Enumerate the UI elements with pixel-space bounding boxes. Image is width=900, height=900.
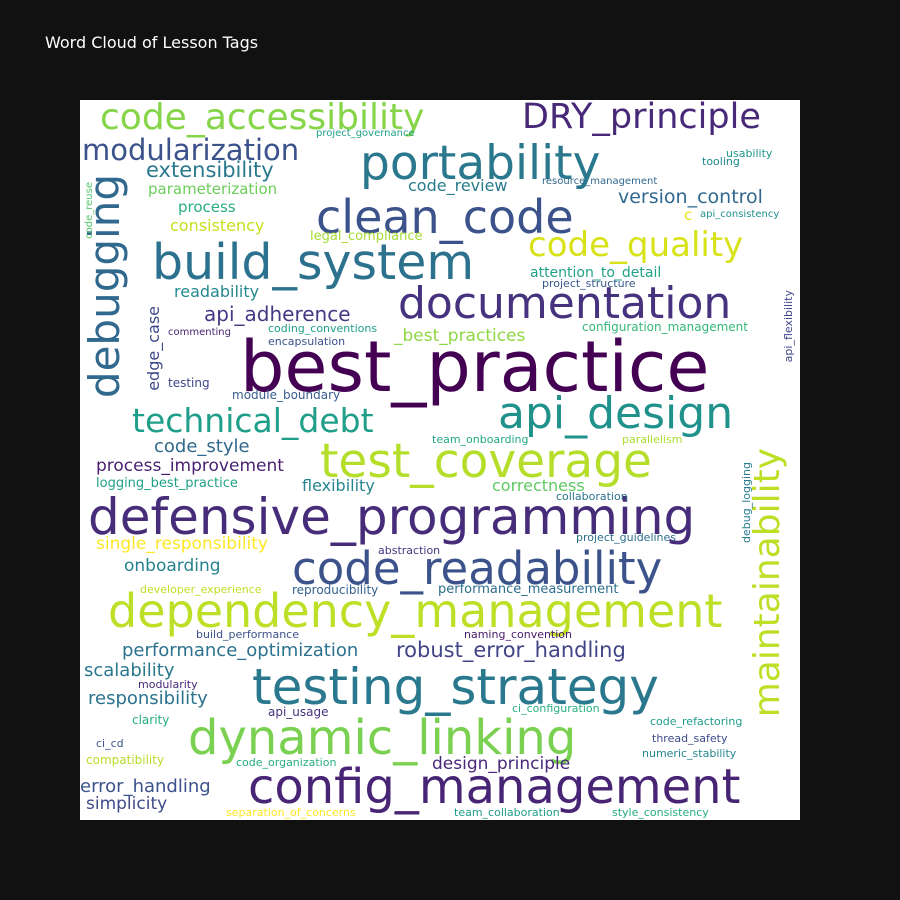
word-project-governance: project_governance xyxy=(316,128,415,139)
word-code-quality: code_quality xyxy=(528,225,744,265)
word-reproducibility: reproducibility xyxy=(292,583,379,597)
word-onboarding: onboarding xyxy=(124,556,221,576)
word-parameterization: parameterization xyxy=(148,180,278,198)
word-collaboration: collaboration xyxy=(556,490,628,503)
word-code-readability: code_readability xyxy=(292,542,663,595)
word-test-coverage: test_coverage xyxy=(320,434,652,489)
word-api-flexibility: api_flexibility xyxy=(782,290,795,363)
word-configuration-management: configuration_management xyxy=(582,320,748,334)
word-documentation: documentation xyxy=(398,278,732,329)
word-consistency: consistency xyxy=(170,216,265,235)
chart-title: Word Cloud of Lesson Tags xyxy=(45,33,259,52)
word-readability: readability xyxy=(174,282,260,301)
word-legal-compliance: legal_compliance xyxy=(310,229,423,244)
word-style-consistency: style_consistency xyxy=(612,806,709,819)
word-coding-conventions: coding_conventions xyxy=(268,322,378,335)
word-compatibility: compatibility xyxy=(86,753,165,767)
word-clarity: clarity xyxy=(132,713,170,727)
word-portability: portability xyxy=(360,136,601,191)
word-code-reuse: code_reuse xyxy=(84,182,95,239)
word-project-guidelines: project_guidelines xyxy=(576,531,677,544)
word-api-design: api_design xyxy=(498,388,734,439)
word-technical-debt: technical_debt xyxy=(132,401,374,440)
word-parallelism: parallelism xyxy=(622,433,683,446)
word-testing: testing xyxy=(168,376,210,390)
word-build-system: build_system xyxy=(152,234,475,291)
word-api-adherence: api_adherence xyxy=(204,302,351,326)
word-responsibility: responsibility xyxy=(88,688,208,709)
word-c: c xyxy=(684,206,693,224)
word-version-control: version_control xyxy=(618,186,763,208)
word-code-style: code_style xyxy=(154,436,250,457)
word-debug-logging: debug_logging xyxy=(740,462,753,543)
word-best-practice: best_practice xyxy=(240,326,710,408)
word-modularity: modularity xyxy=(138,678,198,691)
word-ci-cd: ci_cd xyxy=(96,737,124,750)
word-abstraction: abstraction xyxy=(378,544,441,557)
word-project-structure: project_structure xyxy=(542,277,636,290)
word-ci-configuration: ci_configuration xyxy=(512,702,600,715)
word-error-handling: error_handling xyxy=(80,776,211,797)
word-code-accessibility: code_accessibility xyxy=(100,100,425,138)
word-attention-to-detail: attention_to_detail xyxy=(530,265,662,281)
word-performance-optimization: performance_optimization xyxy=(122,640,359,661)
word-resource-management: resource_management xyxy=(542,176,658,187)
word-developer-experience: developer_experience xyxy=(140,583,262,596)
word-naming-convention: naming_convention xyxy=(464,628,573,641)
word-process-improvement: process_improvement xyxy=(96,456,284,476)
word-dependency-management: dependency_management xyxy=(108,584,723,638)
word-flexibility: flexibility xyxy=(302,476,375,495)
word-robust-error-handling: robust_error_handling xyxy=(396,638,626,662)
word-tooling: tooling xyxy=(702,155,740,168)
word-commenting: commenting xyxy=(168,327,231,338)
word--best-practices: _best_practices xyxy=(394,326,526,346)
word-separation-of-concerns: separation_of_concerns xyxy=(226,806,356,819)
word-code-refactoring: code_refactoring xyxy=(650,715,743,728)
word-extensibility: extensibility xyxy=(146,158,274,182)
word-team-onboarding: team_onboarding xyxy=(432,433,529,446)
word-api-usage: api_usage xyxy=(268,705,329,719)
word-maintainability: maintainability xyxy=(747,448,788,718)
word-code-review: code_review xyxy=(408,176,508,195)
word-testing-strategy: testing_strategy xyxy=(252,658,659,716)
word-thread-safety: thread_safety xyxy=(652,732,728,745)
word-code-organization: code_organization xyxy=(236,756,337,769)
word-scalability: scalability xyxy=(84,660,175,681)
word-performance-measurement: performance_measurement xyxy=(438,582,619,597)
word-config-management: config_management xyxy=(248,759,741,815)
word-design-principle: design_principle xyxy=(432,754,571,774)
word-correctness: correctness xyxy=(492,476,585,495)
word-team-collaboration: team_collaboration xyxy=(454,806,560,819)
word-numeric-stability: numeric_stability xyxy=(642,747,737,760)
word-api-consistency: api_consistency xyxy=(700,209,780,220)
word-process: process xyxy=(178,198,236,216)
word-build-performance: build_performance xyxy=(196,628,299,641)
word-modularization: modularization xyxy=(82,133,300,167)
word-single-responsibility: single_responsibility xyxy=(96,534,268,554)
word-defensive-programming: defensive_programming xyxy=(88,488,696,546)
word-simplicity: simplicity xyxy=(86,794,168,814)
word-logging-best-practice: logging_best_practice xyxy=(96,476,238,491)
word-edge-case: edge_case xyxy=(144,306,163,391)
word-encapsulation: encapsulation xyxy=(268,335,346,348)
word-dynamic-linking: dynamic_linking xyxy=(188,710,577,766)
word-dry-principle: DRY_principle xyxy=(522,100,761,137)
word-clean-code: clean_code xyxy=(316,190,574,244)
word-usability: usability xyxy=(726,147,773,160)
word-module-boundary: module_boundary xyxy=(232,388,341,402)
